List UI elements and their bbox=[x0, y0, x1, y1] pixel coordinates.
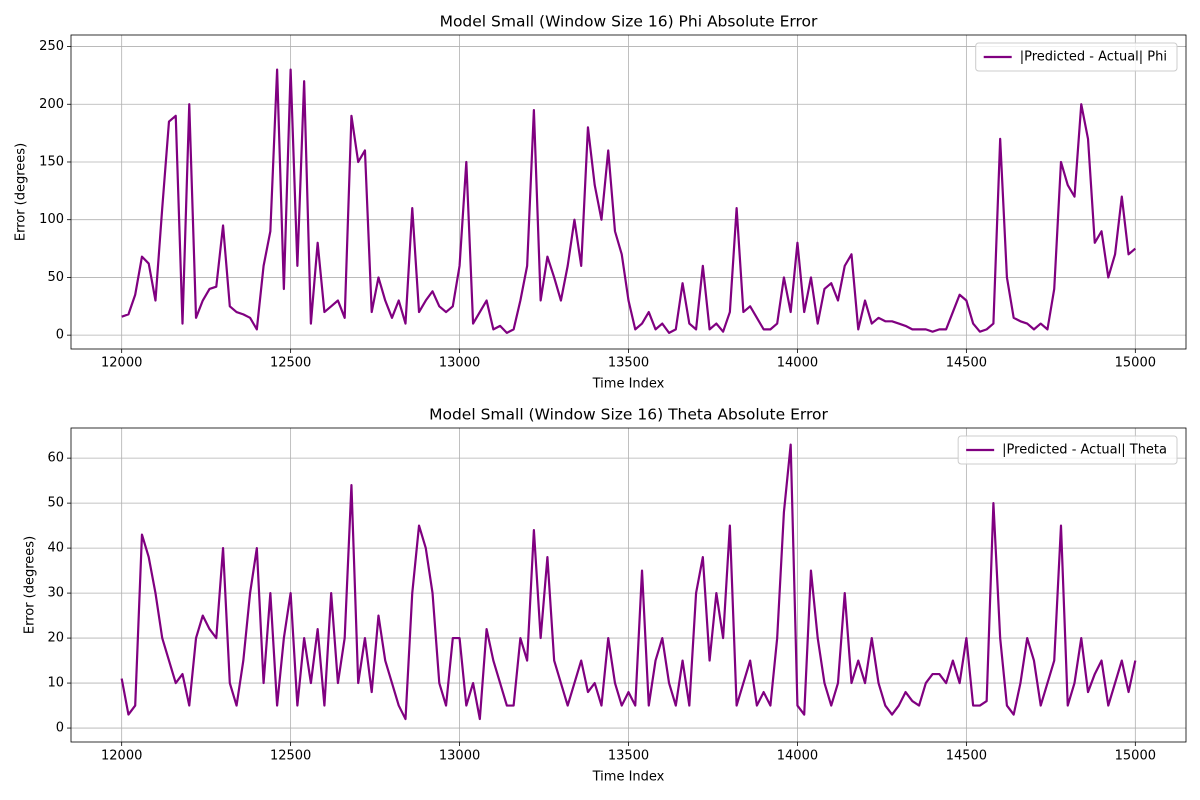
y-tick-label: 150 bbox=[39, 154, 64, 169]
y-tick-label: 0 bbox=[56, 721, 64, 736]
chart-title: Model Small (Window Size 16) Theta Absol… bbox=[429, 406, 828, 424]
x-tick-label: 13000 bbox=[439, 749, 480, 764]
x-tick-label: 13000 bbox=[439, 356, 480, 371]
axes-frame bbox=[70, 34, 1187, 350]
legend-box bbox=[957, 435, 1178, 465]
y-tick-label: 200 bbox=[39, 97, 64, 112]
y-axis-label: Error (degrees) bbox=[23, 536, 38, 634]
legend-label: |Predicted - Actual| Phi bbox=[1020, 50, 1167, 65]
x-axis-label: Time Index bbox=[592, 377, 665, 392]
x-axis-label: Time Index bbox=[592, 770, 665, 785]
y-tick-label: 40 bbox=[47, 541, 64, 556]
y-tick-label: 50 bbox=[47, 270, 64, 285]
data-line bbox=[121, 68, 1137, 334]
x-tick-label: 12500 bbox=[270, 749, 311, 764]
x-tick-label: 12000 bbox=[101, 356, 142, 371]
y-axis-label: Error (degrees) bbox=[14, 143, 29, 241]
axes-frame bbox=[70, 427, 1187, 743]
y-tick-label: 100 bbox=[39, 212, 64, 227]
x-tick-label: 12500 bbox=[270, 356, 311, 371]
y-tick-label: 0 bbox=[56, 328, 64, 343]
chart-title: Model Small (Window Size 16) Phi Absolut… bbox=[440, 13, 818, 31]
x-tick-label: 14500 bbox=[946, 356, 987, 371]
x-tick-label: 13500 bbox=[608, 749, 649, 764]
x-tick-label: 15000 bbox=[1115, 749, 1156, 764]
x-tick-label: 14000 bbox=[777, 356, 818, 371]
legend-box bbox=[975, 42, 1178, 72]
data-line bbox=[120, 443, 1137, 721]
legend-label: |Predicted - Actual| Theta bbox=[1002, 443, 1167, 458]
x-tick-label: 12000 bbox=[101, 749, 142, 764]
x-tick-label: 14000 bbox=[777, 749, 818, 764]
x-tick-label: 15000 bbox=[1115, 356, 1156, 371]
legend: |Predicted - Actual| Phi bbox=[975, 42, 1178, 72]
y-tick-label: 30 bbox=[47, 586, 64, 601]
y-tick-label: 50 bbox=[47, 496, 64, 511]
y-tick-label: 20 bbox=[47, 631, 64, 646]
y-tick-label: 60 bbox=[47, 451, 64, 466]
x-tick-label: 14500 bbox=[946, 749, 987, 764]
x-tick-label: 13500 bbox=[608, 356, 649, 371]
y-tick-label: 250 bbox=[39, 39, 64, 54]
y-tick-label: 10 bbox=[47, 676, 64, 691]
legend: |Predicted - Actual| Theta bbox=[957, 435, 1178, 465]
